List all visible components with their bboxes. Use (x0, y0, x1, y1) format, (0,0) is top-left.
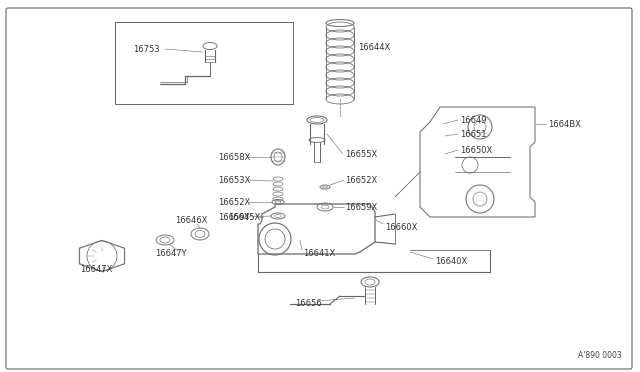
Text: 16650X: 16650X (460, 145, 492, 154)
Bar (115, 22, 293, 104)
Text: 16652X: 16652X (218, 198, 250, 206)
Text: 16645X: 16645X (228, 212, 260, 221)
Text: 16753: 16753 (133, 45, 159, 54)
Text: 16647Y: 16647Y (155, 250, 187, 259)
Text: A'890 0003: A'890 0003 (579, 351, 622, 360)
Text: 16655X: 16655X (345, 150, 377, 158)
Text: 16649: 16649 (460, 115, 486, 125)
Text: 16646X: 16646X (175, 215, 207, 224)
Text: 16647X: 16647X (80, 264, 113, 273)
Text: 16658X: 16658X (218, 153, 250, 161)
Text: 16644X: 16644X (358, 42, 390, 51)
Text: 16640X: 16640X (435, 257, 467, 266)
Text: 16652X: 16652X (345, 176, 377, 185)
Text: 16656: 16656 (295, 299, 322, 308)
Text: 1664BX: 1664BX (548, 119, 581, 128)
Text: 16641X: 16641X (303, 250, 335, 259)
Text: 16659Y: 16659Y (218, 212, 250, 221)
Text: 16653X: 16653X (218, 176, 250, 185)
Text: 16651: 16651 (460, 129, 486, 138)
Text: 16659X: 16659X (345, 202, 377, 212)
Text: 16660X: 16660X (385, 222, 417, 231)
